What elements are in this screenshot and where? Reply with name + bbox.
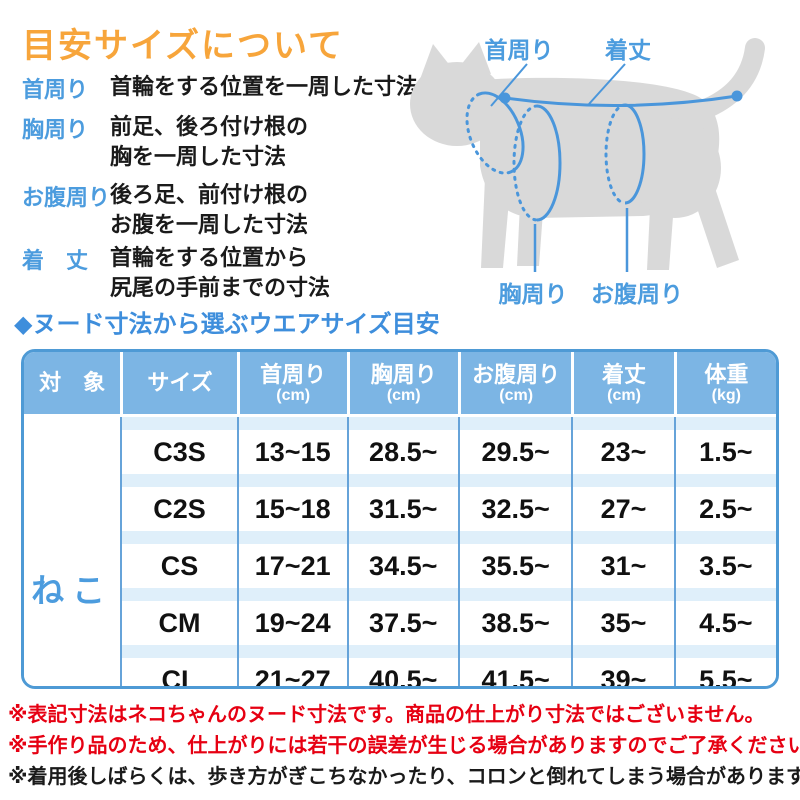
table-row: C2S 15~18 31.5~ 32.5~ 27~ 2.5~ [24, 474, 776, 531]
header-target: 対 象 [24, 352, 121, 417]
definition-desc-length-2: 尻尾の手前までの寸法 [110, 275, 331, 300]
footer-notes: ※表記寸法はネコちゃんのヌード寸法です。商品の仕上がり寸法ではございません。 ※… [8, 700, 800, 793]
table-row: CL 21~27 40.5~ 41.5~ 39~ 5.5~ [24, 645, 776, 686]
chest-cell: 31.5~ [346, 474, 458, 531]
definition-term-chest: 胸周り [22, 117, 89, 142]
table-row: CS 17~21 34.5~ 35.5~ 31~ 3.5~ [24, 531, 776, 588]
measurement-overlays [465, 63, 743, 272]
weight-cell: 2.5~ [673, 474, 776, 531]
neck-cell: 15~18 [236, 474, 347, 531]
table-row: CM 19~24 37.5~ 38.5~ 35~ 4.5~ [24, 588, 776, 645]
belly-cell: 41.5~ [457, 645, 572, 686]
target-value-cell: ねこ [24, 417, 121, 686]
size-table: 対 象 サイズ 首周り (cm) 胸周り (cm) お腹周り (cm) 着丈 (cm) … [21, 349, 779, 689]
weight-cell: 4.5~ [673, 588, 776, 645]
chest-cell: 28.5~ [346, 417, 458, 474]
diagram-label-chest: 胸周り [499, 281, 568, 307]
diagram-label-length: 着丈 [605, 37, 651, 63]
diagram-label-neck: 首周り [485, 37, 554, 63]
note-line: ※表記寸法はネコちゃんのヌード寸法です。商品の仕上がり寸法ではございません。 [8, 704, 765, 726]
size-cell: CL [120, 645, 237, 686]
length-cell: 27~ [571, 474, 674, 531]
neck-cell: 17~21 [236, 531, 347, 588]
table-header-row: 対 象 サイズ 首周り (cm) 胸周り (cm) お腹周り (cm) 着丈 (cm) … [24, 352, 776, 417]
belly-loop [604, 103, 646, 205]
neck-cell: 13~15 [236, 417, 347, 474]
definition-desc-chest-2: 胸を一周した寸法 [110, 144, 287, 169]
neck-cell: 19~24 [236, 588, 347, 645]
size-cell: CS [120, 531, 237, 588]
table-row: ねこ C3S 13~15 28.5~ 29.5~ 23~ 1.5~ [24, 417, 776, 686]
length-pointer-line [588, 63, 626, 105]
page-title: 目安サイズについて [22, 27, 344, 65]
header-weight: 体重 (kg) [673, 352, 776, 417]
definition-term-belly: お腹周り [22, 185, 111, 210]
header-belly: お腹周り (cm) [457, 352, 572, 417]
weight-cell: 5.5~ [673, 645, 776, 686]
size-cell: C3S [120, 417, 237, 474]
chest-cell: 37.5~ [346, 588, 458, 645]
length-cell: 31~ [571, 531, 674, 588]
belly-cell: 35.5~ [457, 531, 572, 588]
belly-cell: 32.5~ [457, 474, 572, 531]
definition-desc-chest-1: 前足、後ろ付け根の [110, 114, 309, 139]
weight-cell: 1.5~ [673, 417, 776, 474]
length-line [504, 94, 738, 107]
header-chest: 胸周り (cm) [346, 352, 458, 417]
definition-desc-belly-2: お腹を一周した寸法 [110, 212, 309, 237]
length-cell: 23~ [571, 417, 674, 474]
neck-pointer-line [490, 63, 528, 107]
length-cell: 39~ [571, 645, 674, 686]
definition-desc-neck: 首輪をする位置を一周した寸法 [110, 74, 419, 99]
chest-loop [512, 104, 562, 222]
section-heading: ◆ヌード寸法から選ぶウエアサイズ目安 [14, 311, 440, 338]
header-length: 着丈 (cm) [571, 352, 674, 417]
size-cell: C2S [120, 474, 237, 531]
cat-measurement-diagram: 首周り 着丈 胸周り お腹周り [410, 37, 765, 307]
note-line: ※着用後しばらくは、歩き方がぎこちなかったり、コロンと倒れてしまう場合があります… [8, 766, 800, 788]
length-cell: 35~ [571, 588, 674, 645]
weight-cell: 3.5~ [673, 531, 776, 588]
note-line: ※手作り品のため、仕上がりには若干の誤差が生じる場合がありますのでご了承ください… [8, 735, 800, 757]
belly-cell: 38.5~ [457, 588, 572, 645]
belly-cell: 29.5~ [457, 417, 572, 474]
cat-silhouette [410, 38, 765, 270]
diagram-label-belly: お腹周り [591, 281, 683, 307]
chest-cell: 34.5~ [346, 531, 458, 588]
header-neck: 首周り (cm) [236, 352, 347, 417]
definition-desc-length-1: 首輪をする位置から [110, 245, 309, 270]
neck-loop [465, 91, 525, 175]
definition-desc-belly-1: 後ろ足、前付け根の [110, 182, 309, 207]
header-size: サイズ [120, 352, 237, 417]
definition-term-length: 着 丈 [22, 248, 89, 273]
chest-cell: 40.5~ [346, 645, 458, 686]
size-cell: CM [120, 588, 237, 645]
neck-cell: 21~27 [236, 645, 347, 686]
definition-term-neck: 首周り [22, 77, 89, 102]
